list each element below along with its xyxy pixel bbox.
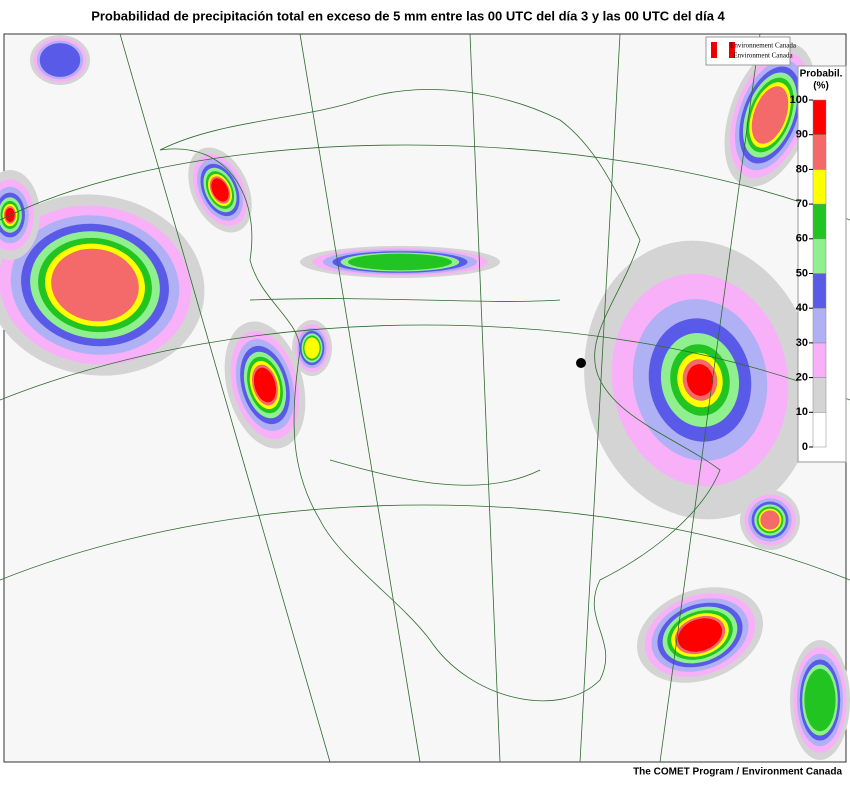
- legend-title: (%): [813, 81, 829, 92]
- legend-tick-label: 40: [796, 302, 808, 314]
- legend-tick-label: 60: [796, 233, 808, 245]
- precip-area: [677, 618, 723, 652]
- flag-center: [717, 42, 729, 58]
- legend-swatch: [812, 273, 827, 309]
- legend-tick-label: 10: [796, 406, 808, 418]
- legend-swatch: [812, 307, 827, 344]
- legend-swatch: [812, 134, 827, 170]
- legend-swatch: [812, 238, 827, 274]
- precip-area: [760, 510, 780, 530]
- legend-tick-label: 30: [796, 337, 808, 349]
- map-lines: [0, 33, 850, 763]
- precip-area: [751, 86, 789, 144]
- precip-area: [39, 43, 81, 77]
- logo-text: Environnement Canada: [730, 42, 797, 50]
- legend-tick-label: 90: [796, 129, 808, 141]
- precip-area: [253, 367, 277, 403]
- precip-area: [304, 337, 320, 359]
- legend-swatch: [812, 342, 827, 378]
- legend-tick-label: 20: [796, 372, 808, 384]
- legend-tick-label: 80: [796, 163, 808, 175]
- precip-areas: [0, 35, 850, 760]
- precip-area: [804, 668, 836, 732]
- title: Probabilidad de precipitación total en e…: [91, 8, 725, 23]
- precip-area: [51, 248, 139, 322]
- precip-area: [686, 364, 714, 396]
- legend-swatch: [812, 169, 827, 205]
- legend-swatch: [812, 99, 827, 135]
- colorbar: 0 10 20 30 40 50 60 70 80 90 100: [790, 94, 827, 453]
- legend-tick-label: 50: [796, 267, 808, 279]
- legend-swatch: [812, 412, 827, 448]
- precip-area: [211, 178, 229, 202]
- legend-tick-label: 100: [790, 94, 808, 106]
- legend-tick-label: 70: [796, 198, 808, 210]
- legend-swatch: [812, 203, 827, 240]
- location-dot: [576, 358, 586, 368]
- credit: The COMET Program / Environment Canada: [633, 767, 842, 778]
- legend-tick-label: 0: [802, 441, 808, 453]
- legend-swatch: [812, 377, 827, 413]
- precip-area: [347, 253, 453, 271]
- logo-text: Environment Canada: [733, 52, 793, 60]
- legend-title: Probabil.: [800, 69, 843, 80]
